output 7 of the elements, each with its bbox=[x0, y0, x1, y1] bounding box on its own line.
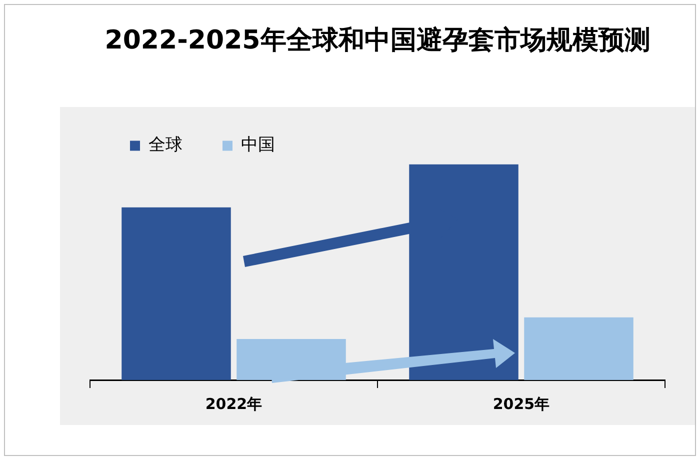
x-tick-label: 2025年 bbox=[492, 394, 550, 413]
x-tick-label: 2022年 bbox=[205, 394, 262, 413]
legend-label: 中国 bbox=[241, 135, 275, 156]
bar bbox=[122, 207, 231, 380]
bar bbox=[524, 317, 634, 380]
chart-title: 2022-2025年全球和中国避孕套市场规模预测 bbox=[104, 25, 650, 56]
legend-label: 全球 bbox=[148, 135, 182, 156]
